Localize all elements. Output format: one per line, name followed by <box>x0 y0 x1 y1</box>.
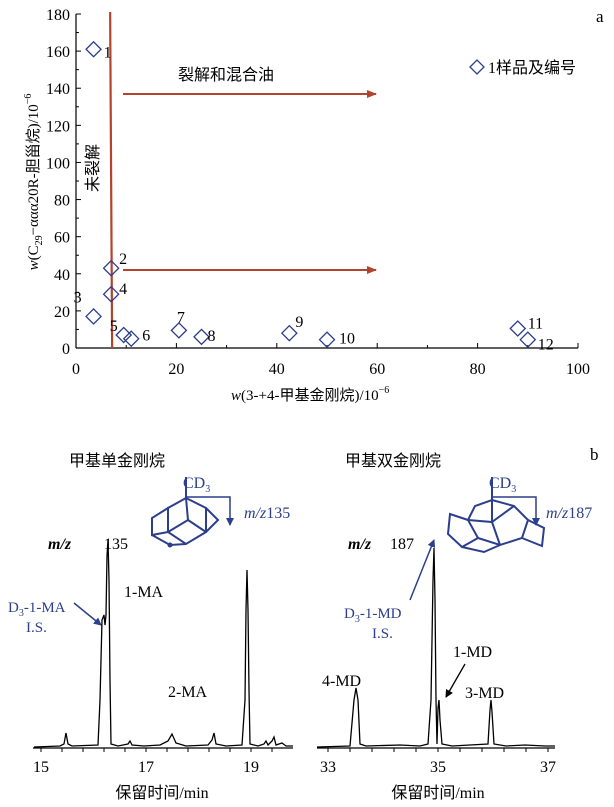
panel-b-label: b <box>590 445 599 464</box>
data-point-2 <box>102 259 120 277</box>
y-tick-label: 140 <box>46 81 70 98</box>
left-is-arrow <box>73 602 102 626</box>
y-tick-label: 20 <box>54 304 70 321</box>
right-struct-cd3: CD3 <box>489 475 516 495</box>
left-x-ticks <box>40 748 273 752</box>
data-point-10 <box>318 331 336 349</box>
right-tick-35: 35 <box>430 759 446 776</box>
right-peak-1md: 1-MD <box>453 644 492 661</box>
y-tick-label: 160 <box>46 44 70 61</box>
right-tick-33: 33 <box>320 759 336 776</box>
right-peak-4md: 4-MD <box>322 673 361 690</box>
left-tick-17: 17 <box>138 759 154 776</box>
left-is-label-2: I.S. <box>26 620 47 636</box>
x-tick-label: 80 <box>470 361 486 378</box>
y-tick-label: 100 <box>46 155 70 172</box>
legend-label: 1样品及编号 <box>488 59 576 77</box>
y-tick-label: 40 <box>54 267 70 284</box>
right-is-arrow <box>409 539 436 601</box>
chromatogram-left: 甲基单金刚烷 CD3 m/z135 m/z 135 D3-1-MA I.S. 1… <box>8 452 293 802</box>
data-point-label-4: 4 <box>119 281 127 298</box>
left-struct-mz: m/z135 <box>244 505 290 522</box>
right-struct-mz: m/z187 <box>546 505 592 522</box>
data-point-8 <box>193 328 210 346</box>
data-point-11 <box>509 320 527 337</box>
data-point-label-5: 5 <box>110 318 118 335</box>
data-point-label-7: 7 <box>177 309 185 326</box>
legend: 1样品及编号 <box>469 59 576 77</box>
left-struct-cd3: CD3 <box>183 475 210 495</box>
data-point-1 <box>85 40 102 58</box>
data-point-label-3: 3 <box>74 289 82 306</box>
y-axis-ticks: 0 20 40 60 80 100 120 140 160 180 <box>46 7 81 358</box>
data-point-12 <box>519 331 537 349</box>
x-tick-label: 40 <box>269 361 285 378</box>
right-1md-arrow <box>445 663 466 698</box>
data-point-4 <box>102 285 120 303</box>
panel-a-label: a <box>596 7 604 26</box>
left-x-label: 保留时间/min <box>115 784 208 802</box>
right-peak-3md: 3-MD <box>465 685 504 702</box>
data-point-label-8: 8 <box>208 328 216 345</box>
left-peak-1ma: 1-MA <box>124 584 164 601</box>
threshold-line <box>109 11 114 349</box>
left-title: 甲基单金刚烷 <box>69 452 165 470</box>
right-fragment-arrow <box>492 496 540 526</box>
y-tick-label: 120 <box>46 118 70 135</box>
y-tick-label: 60 <box>54 230 70 247</box>
y-axis-label: w(C29−ααα20R-胆甾烷)/10−6 <box>23 94 45 271</box>
data-point-label-6: 6 <box>142 328 150 345</box>
x-tick-label: 100 <box>566 361 590 378</box>
legend-marker <box>469 59 485 75</box>
data-point-label-11: 11 <box>528 316 543 333</box>
right-title: 甲基双金刚烷 <box>345 452 441 470</box>
y-tick-label: 0 <box>62 341 70 358</box>
right-trace <box>316 547 555 748</box>
data-point-5 <box>115 326 133 344</box>
right-mz-label: m/z <box>348 536 372 553</box>
data-point-label-9: 9 <box>295 314 303 331</box>
left-tick-15: 15 <box>33 759 49 776</box>
right-mz-value: 187 <box>390 536 414 553</box>
region-cracked-label: 裂解和混合油 <box>178 66 274 84</box>
left-fragment-arrow <box>186 496 234 526</box>
left-is-label: D3-1-MA <box>8 600 66 619</box>
y-tick-label: 80 <box>54 193 70 210</box>
panel-b: b 甲基单金刚烷 CD3 m/z135 m/z 135 D3-1-MA I.S. <box>8 445 599 802</box>
right-x-label: 保留时间/min <box>391 784 484 802</box>
left-mz-label: m/z <box>48 536 72 553</box>
data-point-label-10: 10 <box>339 331 355 348</box>
right-x-ticks <box>327 748 549 752</box>
data-point-label-1: 1 <box>104 44 112 61</box>
region-uncracked-label: 未裂解 <box>84 144 102 192</box>
left-tick-19: 19 <box>243 759 259 776</box>
right-is-label: D3-1-MD <box>344 606 402 625</box>
data-point-6 <box>122 330 140 348</box>
left-trace <box>33 539 293 748</box>
right-tick-37: 37 <box>540 759 556 776</box>
data-point-7 <box>170 321 188 339</box>
data-point-label-12: 12 <box>538 337 554 354</box>
right-is-label-2: I.S. <box>372 626 393 642</box>
left-mz-value: 135 <box>104 536 128 553</box>
data-point-label-2: 2 <box>119 251 127 268</box>
x-axis-label: w(3-+4-甲基金刚烷)/10−6 <box>231 385 389 404</box>
adamantane-structure-icon <box>151 477 220 548</box>
chromatogram-right: 甲基双金刚烷 CD3 m/z187 m/z 187 D3-1-MD I.S. 4… <box>316 452 592 802</box>
left-peak-2ma: 2-MA <box>168 684 208 701</box>
data-point-9 <box>280 324 298 342</box>
y-tick-label: 180 <box>46 7 70 24</box>
x-tick-label: 0 <box>72 361 80 378</box>
x-tick-label: 60 <box>369 361 385 378</box>
data-point-3 <box>85 308 102 325</box>
x-tick-label: 20 <box>168 361 184 378</box>
x-axis-ticks: 0 20 40 60 80 100 <box>72 343 590 378</box>
